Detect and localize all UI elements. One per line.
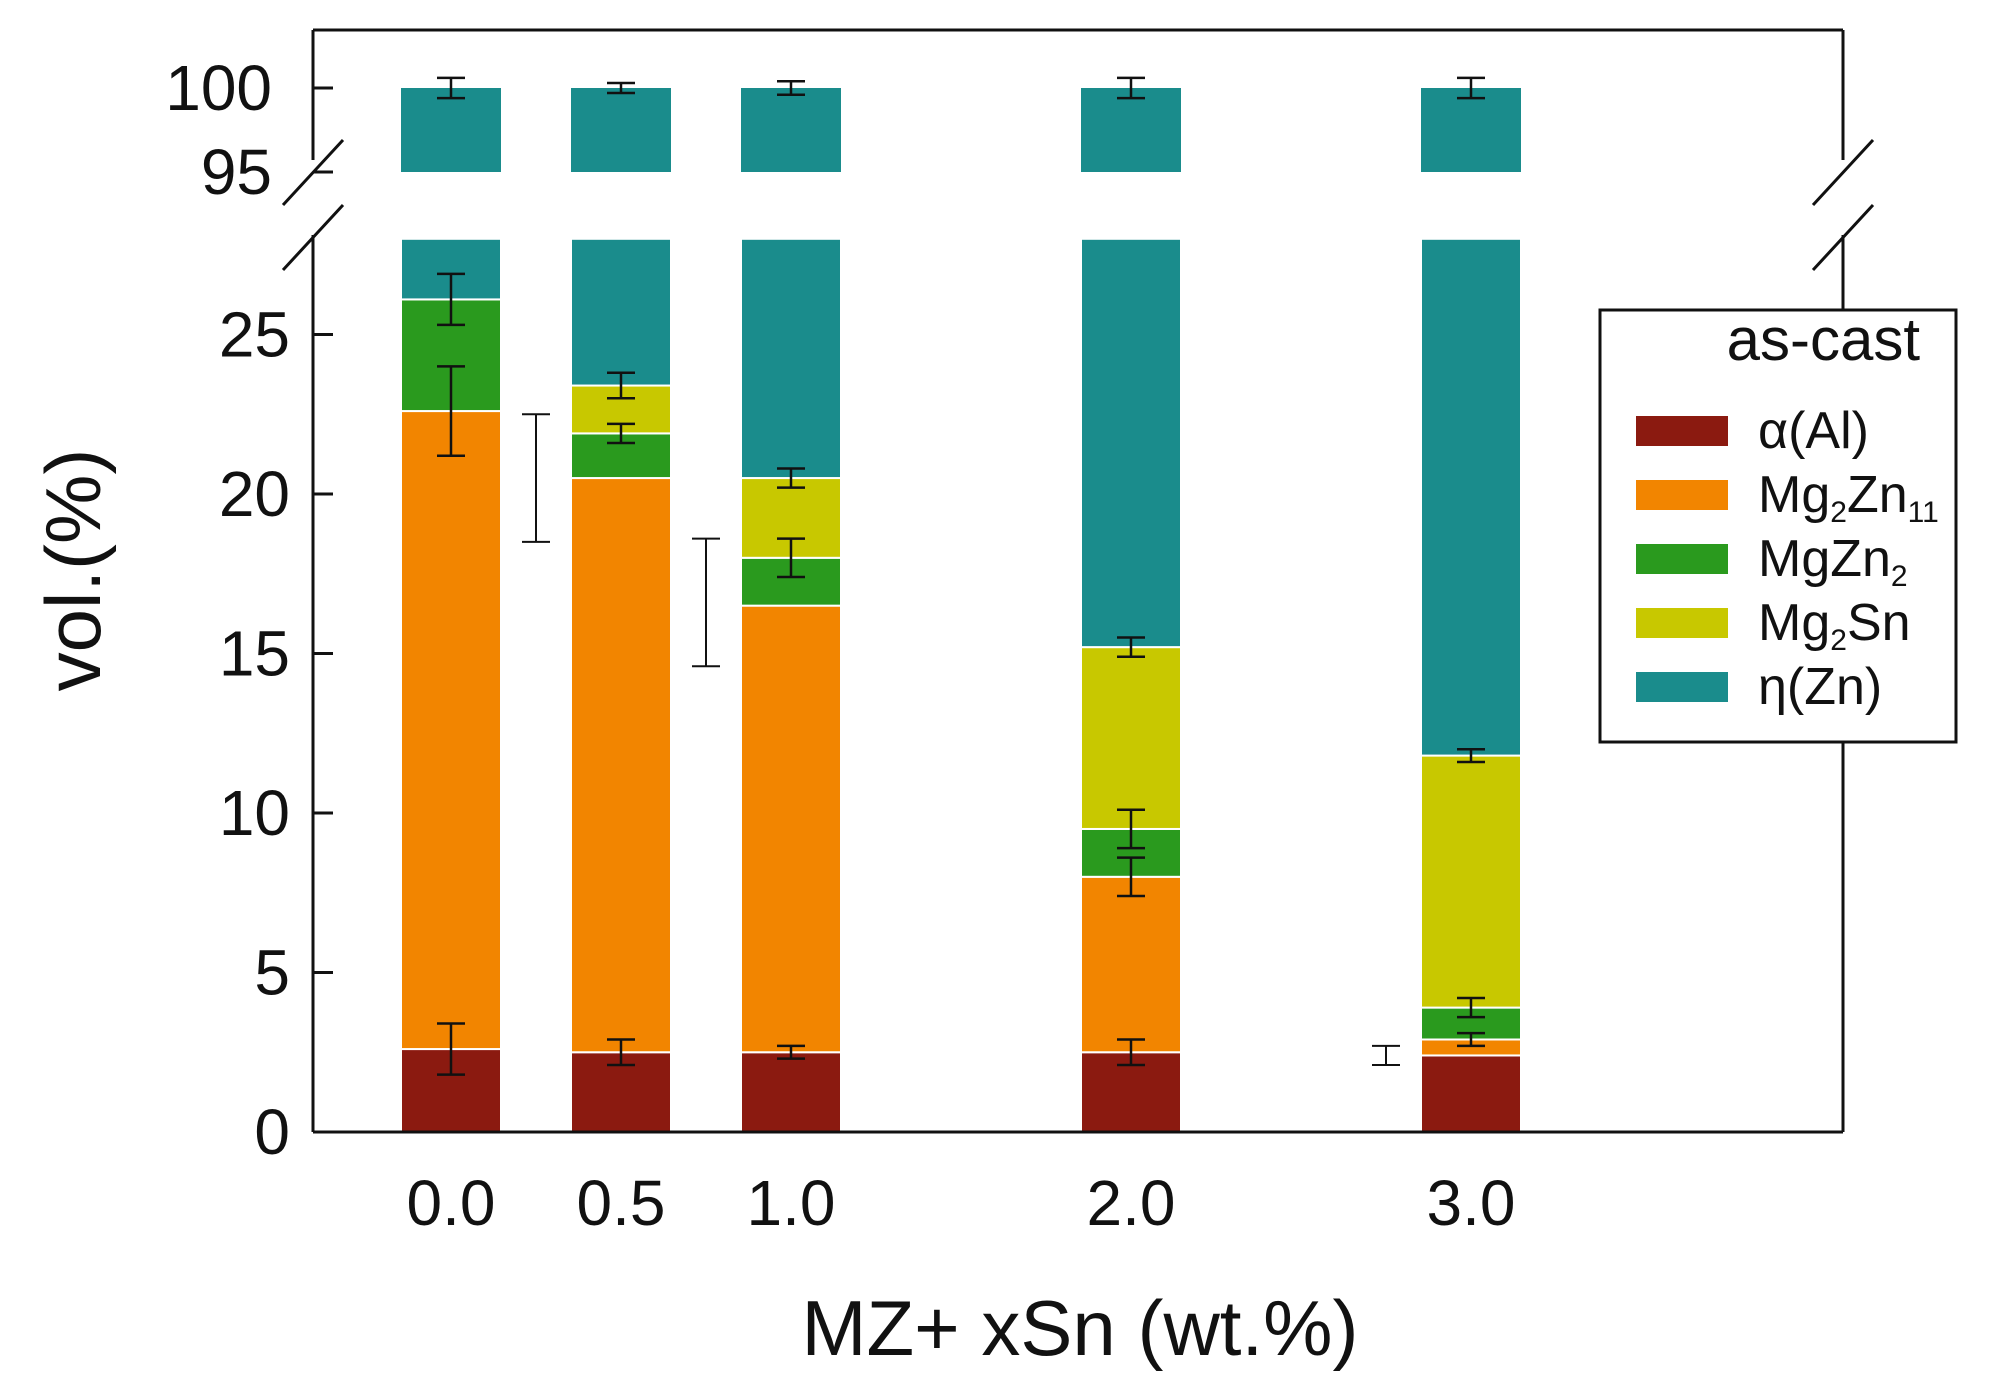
y-tick-label-25: 25 <box>219 299 290 371</box>
bar-upper-segment-1.0 <box>741 88 841 172</box>
y-tick-label-100: 100 <box>165 52 272 124</box>
legend-label-Zn: η(Zn) <box>1758 658 1882 716</box>
error-bar-MgZn2-0.5 <box>607 422 635 445</box>
axis-break-left-lower <box>281 203 345 272</box>
x-tick-label-0.5: 0.5 <box>577 1167 666 1239</box>
error-bar-total-0.5 <box>607 81 635 95</box>
bar-segment-Mg2Zn11-2.0 <box>1080 875 1182 1054</box>
error-bar-Al-0.0 <box>437 1022 465 1076</box>
error-bar-Mg2Zn11-3.0 <box>1457 1031 1485 1048</box>
legend-label-Mg2Zn11: Mg2Zn11 <box>1758 466 1939 529</box>
axis-break-right-upper <box>1811 138 1875 207</box>
error-bar-Mg2Sn-0.5 <box>607 371 635 400</box>
legend-title: as-cast <box>1727 306 1921 373</box>
bar-segment-Al-3.0 <box>1420 1054 1522 1133</box>
bar-upper-segment-0.0 <box>401 88 501 172</box>
x-tick-label-2.0: 2.0 <box>1087 1167 1176 1239</box>
error-bar-MgZn2-2.0 <box>1117 808 1145 850</box>
legend-swatch-Mg2Zn11 <box>1636 480 1728 510</box>
error-bar-total-1.0 <box>777 80 805 96</box>
axis-break-marks <box>281 138 1875 272</box>
bar-segment-Zn-2.0 <box>1080 237 1182 649</box>
x-axis-title: MZ+ xSn (wt.%) <box>802 1284 1359 1372</box>
error-bars-layer <box>437 76 1485 1076</box>
x-tick-label-1.0: 1.0 <box>747 1167 836 1239</box>
legend-label-Mg2Sn: Mg2Sn <box>1758 594 1911 657</box>
bar-upper-segment-0.5 <box>571 88 671 172</box>
bar-segment-Mg2Sn-2.0 <box>1080 646 1182 830</box>
bar-segment-Al-1.0 <box>740 1051 842 1133</box>
error-bar-Mg2Zn11-2.0 <box>1117 856 1145 898</box>
bar-segment-Al-0.5 <box>570 1051 672 1133</box>
y-axis-title: vol.(%) <box>29 449 117 692</box>
bar-segment-Mg2Zn11-0.0 <box>400 410 502 1051</box>
error-bar-standalone-0 <box>522 413 550 543</box>
y-tick-label-20: 20 <box>219 458 290 530</box>
y-ticks-layer: 0 5 10 15 20 25 95 100 <box>165 52 333 1168</box>
error-bar-Al-2.0 <box>1117 1038 1145 1067</box>
x-ticks-layer: 0.0 0.5 1.0 2.0 3.0 <box>407 1167 1516 1239</box>
error-bar-Mg2Sn-1.0 <box>777 467 805 489</box>
error-bar-Al-0.5 <box>607 1038 635 1067</box>
error-bar-MgZn2-3.0 <box>1457 996 1485 1019</box>
error-bar-MgZn2-1.0 <box>777 537 805 579</box>
legend-swatch-Mg2Sn <box>1636 608 1728 638</box>
legend-label-Al: α(Al) <box>1758 402 1869 460</box>
error-bar-standalone-1 <box>692 537 720 668</box>
bar-segment-Mg2Zn11-0.5 <box>570 477 672 1054</box>
legend-label-MgZn2: MgZn2 <box>1758 530 1908 593</box>
error-bar-Mg2Sn-3.0 <box>1457 747 1485 764</box>
y-tick-label-15: 15 <box>219 618 290 690</box>
bar-upper-segment-3.0 <box>1421 88 1521 172</box>
axis-break-right-lower <box>1811 203 1875 272</box>
bar-segment-Zn-1.0 <box>740 237 842 480</box>
legend-box <box>1598 308 1958 744</box>
bar-segment-Mg2Zn11-1.0 <box>740 604 842 1054</box>
error-bar-Mg2Zn11-0.0 <box>437 365 465 457</box>
bars-layer <box>400 88 1522 1134</box>
y-tick-label-10: 10 <box>219 777 290 849</box>
bar-segment-MgZn2-0.5 <box>570 432 672 480</box>
error-bar-total-0.0 <box>437 76 465 100</box>
x-tick-label-3.0: 3.0 <box>1427 1167 1516 1239</box>
error-bar-Al-1.0 <box>777 1044 805 1060</box>
bar-segment-Mg2Sn-3.0 <box>1420 754 1522 1009</box>
y-tick-label-0: 0 <box>254 1096 290 1168</box>
y-tick-label-95: 95 <box>201 136 272 208</box>
x-tick-label-0.0: 0.0 <box>407 1167 496 1239</box>
error-bar-Mg2Sn-2.0 <box>1117 636 1145 658</box>
legend-swatch-Al <box>1636 416 1728 446</box>
y-tick-label-5: 5 <box>254 937 290 1009</box>
bar-upper-segment-2.0 <box>1081 88 1181 172</box>
bar-segment-Zn-3.0 <box>1420 237 1522 757</box>
error-bar-total-3.0 <box>1457 76 1485 100</box>
error-bar-total-2.0 <box>1117 76 1145 100</box>
error-bar-standalone-2 <box>1372 1044 1400 1067</box>
legend-swatch-MgZn2 <box>1636 544 1728 574</box>
bar-segment-Zn-0.5 <box>570 237 672 387</box>
legend-swatch-Zn <box>1636 672 1728 702</box>
error-bar-MgZn2-0.0 <box>437 272 465 327</box>
